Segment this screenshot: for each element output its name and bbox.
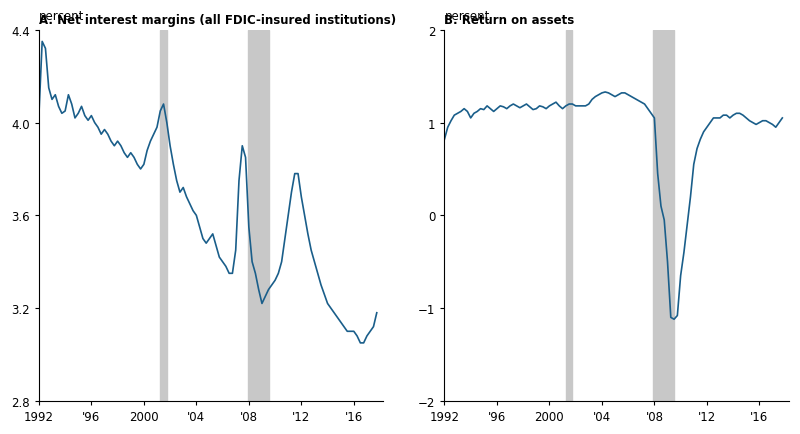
Text: B. Return on assets: B. Return on assets: [445, 14, 574, 27]
Text: percent: percent: [39, 10, 84, 23]
Bar: [160, 31, 167, 401]
Text: A. Net interest margins (all FDIC-insured institutions): A. Net interest margins (all FDIC-insure…: [39, 14, 396, 27]
Bar: [428, 31, 434, 401]
Bar: [248, 31, 269, 401]
Text: percent: percent: [445, 10, 490, 23]
Bar: [566, 31, 572, 401]
Bar: [654, 31, 674, 401]
Bar: [22, 31, 29, 401]
